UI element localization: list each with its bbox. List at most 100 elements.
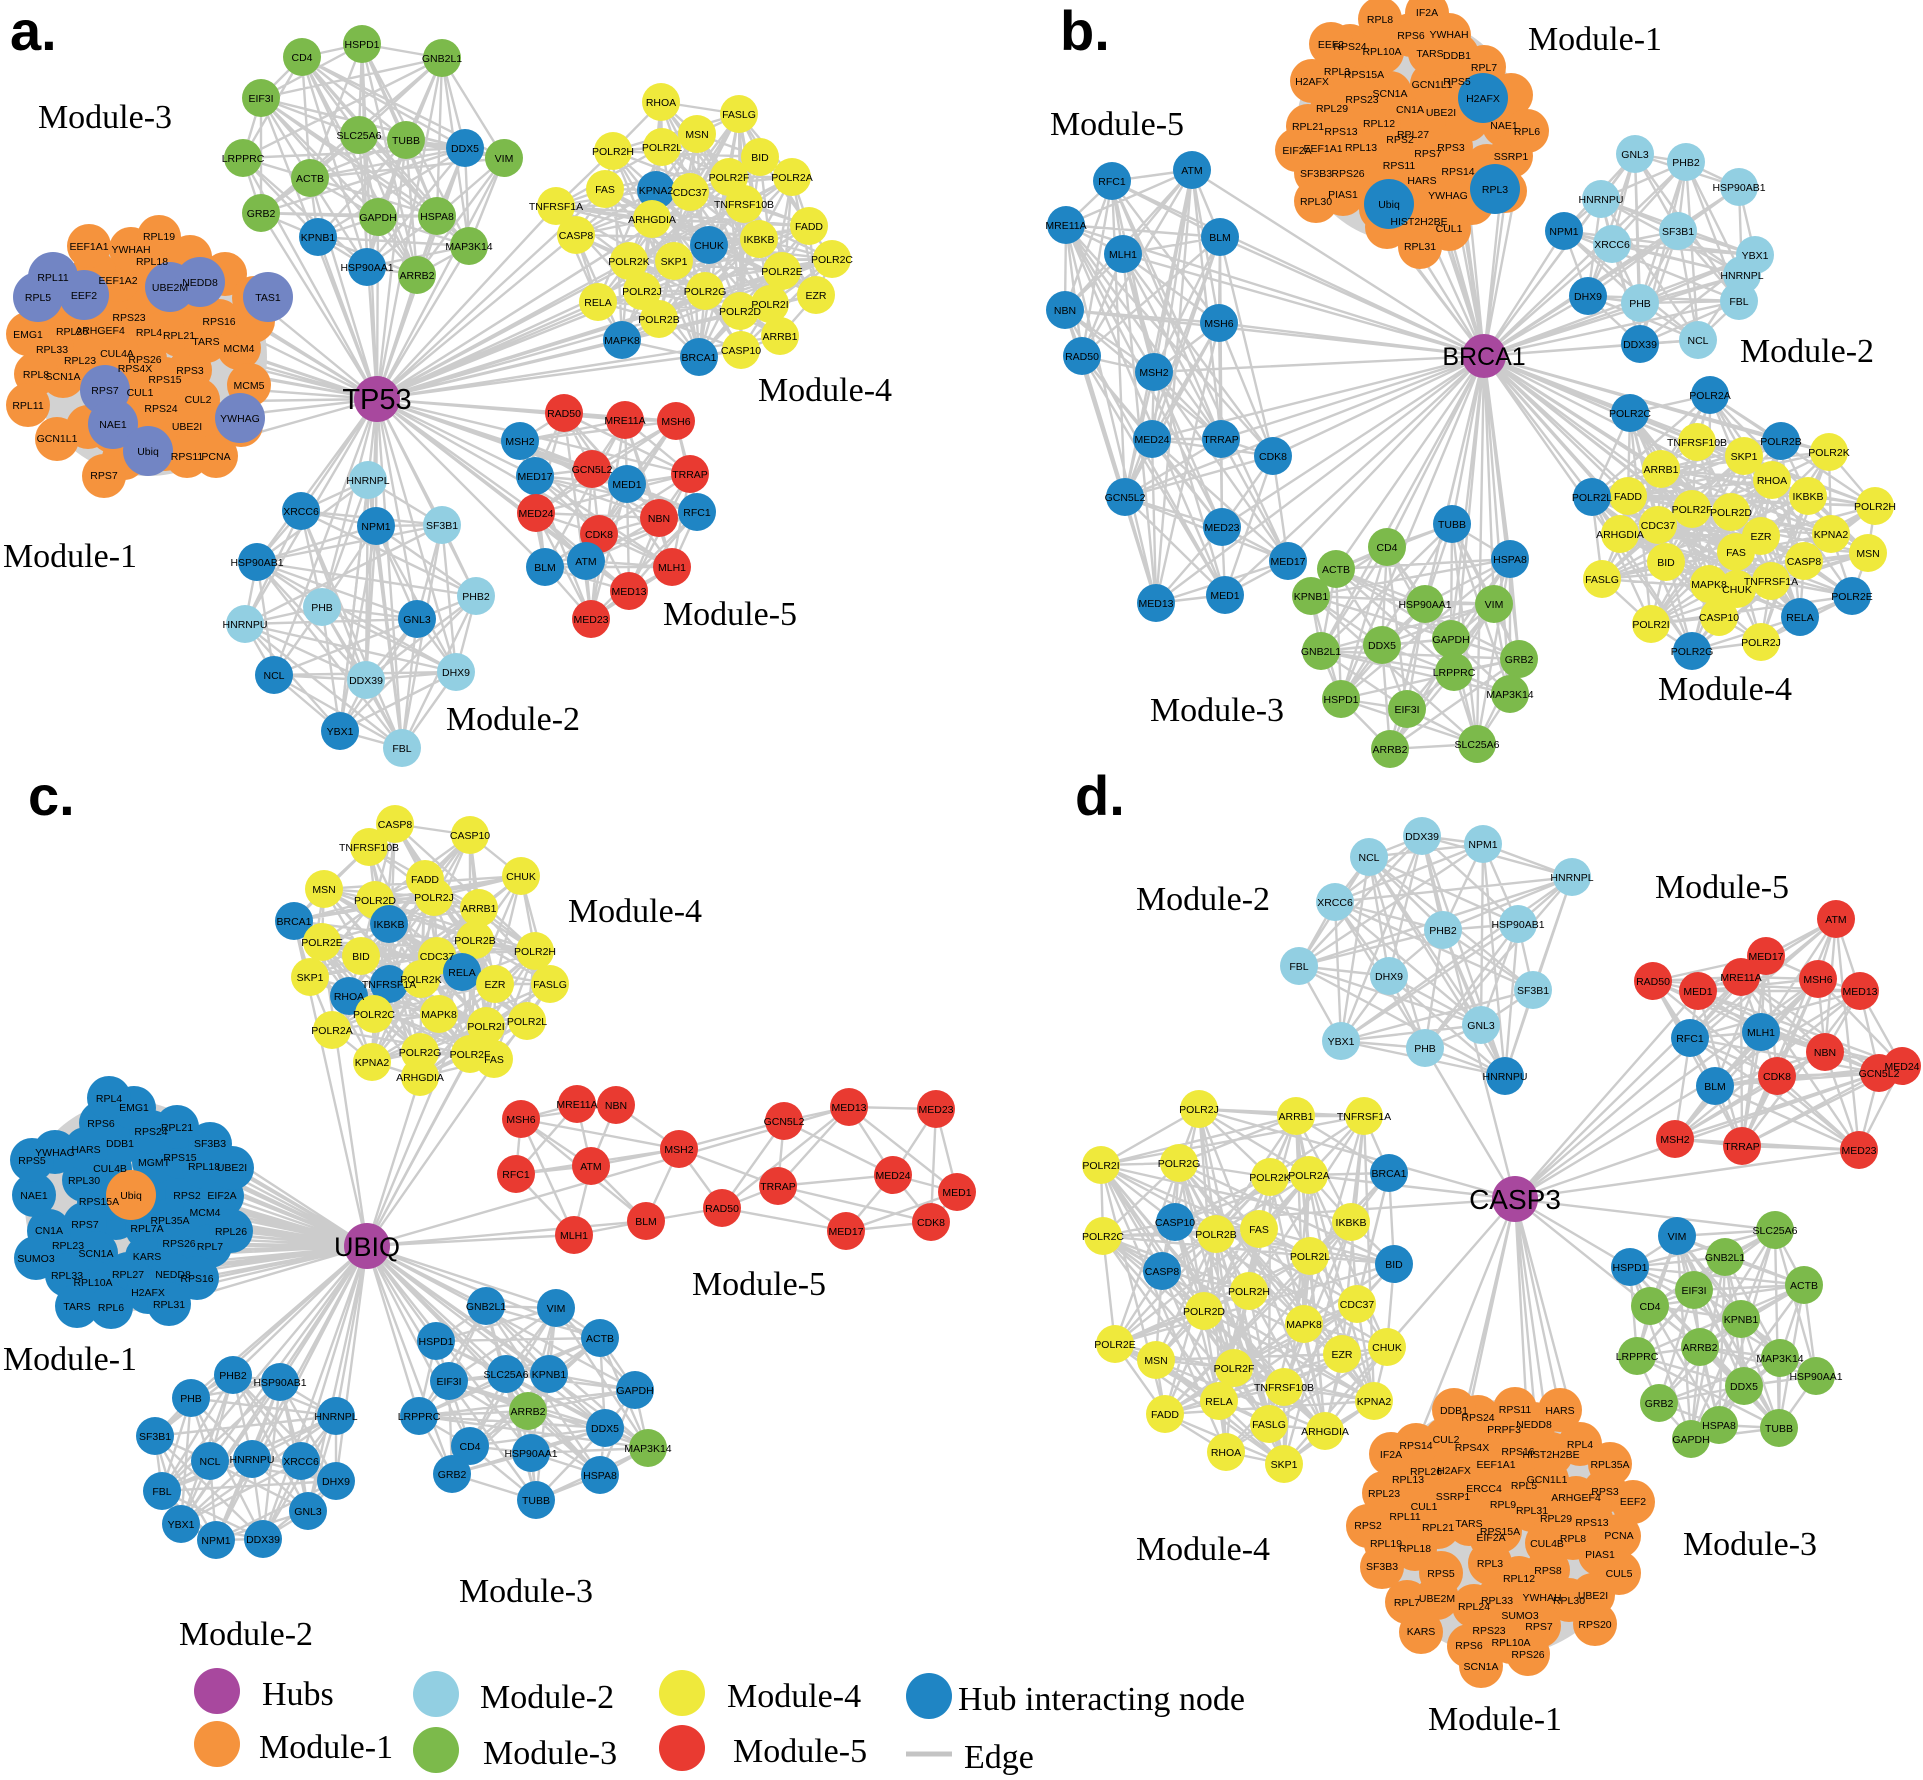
svg-text:TARS: TARS bbox=[192, 336, 219, 348]
svg-text:DDX5: DDX5 bbox=[1730, 1381, 1758, 1393]
svg-text:HNRNPU: HNRNPU bbox=[230, 1454, 275, 1466]
svg-text:SCN1A: SCN1A bbox=[78, 1248, 113, 1260]
svg-text:XRCC6: XRCC6 bbox=[1317, 897, 1353, 909]
svg-text:CHUK: CHUK bbox=[1372, 1342, 1402, 1354]
svg-text:EIF2A: EIF2A bbox=[1476, 1532, 1505, 1544]
svg-text:BLM: BLM bbox=[534, 562, 556, 574]
svg-text:RPS14: RPS14 bbox=[1441, 166, 1474, 178]
svg-text:CN1A: CN1A bbox=[35, 1225, 63, 1237]
svg-text:PHB2: PHB2 bbox=[219, 1370, 247, 1382]
svg-text:POLR2D: POLR2D bbox=[354, 895, 396, 907]
svg-text:RPL27: RPL27 bbox=[112, 1269, 144, 1281]
svg-text:CDC37: CDC37 bbox=[1340, 1299, 1375, 1311]
svg-text:GRB2: GRB2 bbox=[247, 208, 276, 220]
svg-text:SF3B3: SF3B3 bbox=[1300, 168, 1332, 180]
svg-text:KARS: KARS bbox=[1407, 1626, 1436, 1638]
svg-text:RPS11: RPS11 bbox=[171, 451, 204, 463]
svg-text:RPS24: RPS24 bbox=[144, 403, 177, 415]
svg-text:RPS26: RPS26 bbox=[162, 1238, 195, 1250]
svg-text:CASP3: CASP3 bbox=[1469, 1184, 1561, 1215]
svg-text:RPL23: RPL23 bbox=[1368, 1488, 1400, 1500]
svg-text:RAD50: RAD50 bbox=[1636, 976, 1670, 988]
svg-text:GAPDH: GAPDH bbox=[1672, 1434, 1709, 1446]
svg-text:PHB: PHB bbox=[311, 602, 333, 614]
svg-text:POLR2L: POLR2L bbox=[1572, 492, 1612, 504]
svg-text:Ubiq: Ubiq bbox=[120, 1190, 142, 1202]
svg-text:Module-4: Module-4 bbox=[1136, 1531, 1270, 1568]
svg-text:GNB2L1: GNB2L1 bbox=[1705, 1252, 1745, 1264]
svg-text:HARS: HARS bbox=[1407, 175, 1436, 187]
svg-text:GNB2L1: GNB2L1 bbox=[1301, 646, 1341, 658]
svg-text:IF2A: IF2A bbox=[1416, 7, 1438, 19]
svg-text:POLR2F: POLR2F bbox=[450, 1049, 491, 1061]
svg-text:RPL30: RPL30 bbox=[1300, 196, 1332, 208]
svg-text:SLC25A6: SLC25A6 bbox=[484, 1369, 529, 1381]
svg-text:RPS13: RPS13 bbox=[1324, 126, 1357, 138]
svg-text:EZR: EZR bbox=[485, 979, 506, 991]
svg-text:YWHAH: YWHAH bbox=[111, 244, 150, 256]
svg-text:RPS24: RPS24 bbox=[1333, 41, 1366, 53]
svg-text:NBN: NBN bbox=[1054, 305, 1076, 317]
svg-text:MED23: MED23 bbox=[1204, 522, 1239, 534]
svg-text:POLR2F: POLR2F bbox=[709, 172, 750, 184]
svg-text:RPL23: RPL23 bbox=[64, 355, 96, 367]
svg-text:RPL3: RPL3 bbox=[1482, 184, 1508, 196]
svg-text:FASLG: FASLG bbox=[533, 979, 567, 991]
svg-text:NBN: NBN bbox=[1814, 1047, 1836, 1059]
svg-text:PHB2: PHB2 bbox=[462, 591, 490, 603]
svg-text:MRE11A: MRE11A bbox=[1720, 972, 1761, 984]
svg-text:POLR2F: POLR2F bbox=[1214, 1363, 1255, 1375]
svg-text:RPS16: RPS16 bbox=[180, 1273, 213, 1285]
svg-text:RPS2: RPS2 bbox=[173, 1190, 201, 1202]
svg-text:Hub interacting node: Hub interacting node bbox=[958, 1681, 1245, 1718]
svg-text:DDX39: DDX39 bbox=[246, 1534, 280, 1546]
svg-text:YWHAH: YWHAH bbox=[1522, 1592, 1561, 1604]
svg-text:RPL26: RPL26 bbox=[215, 1226, 247, 1238]
svg-text:POLR2G: POLR2G bbox=[684, 286, 727, 298]
svg-text:RPL11: RPL11 bbox=[1389, 1511, 1420, 1523]
svg-text:RPL9: RPL9 bbox=[1490, 1499, 1516, 1511]
svg-text:a.: a. bbox=[10, 0, 57, 62]
svg-text:RPL33: RPL33 bbox=[1481, 1595, 1513, 1607]
svg-text:POLR2D: POLR2D bbox=[1183, 1306, 1225, 1318]
svg-text:POLR2I: POLR2I bbox=[1632, 619, 1669, 631]
svg-text:RPL12: RPL12 bbox=[1503, 1573, 1535, 1585]
svg-text:HSP90AB1: HSP90AB1 bbox=[230, 557, 283, 569]
svg-text:POLR2L: POLR2L bbox=[507, 1016, 547, 1028]
svg-text:LRPPRC: LRPPRC bbox=[1433, 667, 1476, 679]
svg-text:HARS: HARS bbox=[1545, 1405, 1574, 1417]
svg-text:RPL4: RPL4 bbox=[1567, 1439, 1593, 1451]
svg-text:MED17: MED17 bbox=[1270, 556, 1305, 568]
svg-text:MRE11A: MRE11A bbox=[604, 415, 645, 427]
svg-text:RPL18: RPL18 bbox=[1399, 1543, 1431, 1555]
svg-text:POLR2B: POLR2B bbox=[1760, 436, 1801, 448]
svg-text:Hubs: Hubs bbox=[262, 1676, 334, 1713]
svg-text:Module-3: Module-3 bbox=[38, 99, 172, 136]
svg-text:RPL13: RPL13 bbox=[1345, 142, 1377, 154]
svg-text:MED23: MED23 bbox=[918, 1104, 953, 1116]
svg-text:RPL26: RPL26 bbox=[1410, 1466, 1442, 1478]
svg-text:POLR2G: POLR2G bbox=[399, 1047, 442, 1059]
svg-text:MSH2: MSH2 bbox=[664, 1144, 693, 1156]
svg-text:EIF3I: EIF3I bbox=[436, 1376, 461, 1388]
svg-text:RPL12: RPL12 bbox=[1363, 118, 1395, 130]
svg-text:CN1A: CN1A bbox=[1396, 104, 1424, 116]
svg-text:MAPK8: MAPK8 bbox=[421, 1009, 457, 1021]
svg-text:HNRNPL: HNRNPL bbox=[1550, 872, 1593, 884]
svg-text:Module-4: Module-4 bbox=[727, 1678, 861, 1715]
svg-text:BRCA1: BRCA1 bbox=[1442, 343, 1525, 371]
svg-text:RAD50: RAD50 bbox=[547, 408, 581, 420]
svg-text:ARRB2: ARRB2 bbox=[1682, 1342, 1717, 1354]
svg-text:MED17: MED17 bbox=[517, 471, 552, 483]
svg-text:LRPPRC: LRPPRC bbox=[398, 1411, 441, 1423]
svg-text:ARRB2: ARRB2 bbox=[510, 1406, 545, 1418]
svg-text:DDX39: DDX39 bbox=[1623, 339, 1657, 351]
svg-text:CD4: CD4 bbox=[1376, 542, 1397, 554]
svg-text:FADD: FADD bbox=[1614, 491, 1642, 503]
svg-text:FAS: FAS bbox=[484, 1054, 504, 1066]
svg-text:GNB2L1: GNB2L1 bbox=[466, 1301, 506, 1313]
svg-text:HSP90AA1: HSP90AA1 bbox=[1398, 599, 1451, 611]
svg-text:ATM: ATM bbox=[1825, 914, 1846, 926]
svg-text:BID: BID bbox=[751, 152, 769, 164]
svg-text:POLR2B: POLR2B bbox=[638, 314, 679, 326]
